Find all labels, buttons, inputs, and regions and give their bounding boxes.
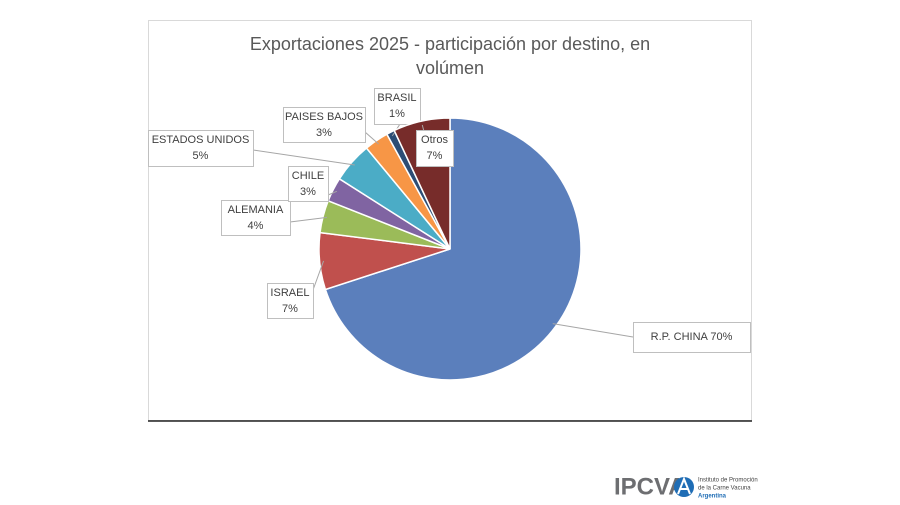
logo-text: de la Carne Vacuna — [698, 486, 751, 492]
leader-line — [552, 323, 634, 338]
data-label-box — [221, 200, 291, 236]
value-label: 1% — [389, 108, 405, 120]
data-label-box — [288, 166, 329, 202]
category-label: ALEMANIA — [228, 204, 284, 216]
leader-line — [289, 216, 328, 223]
value-label: 5% — [193, 150, 209, 162]
value-label: 70% — [710, 331, 732, 343]
category-label: CHILE — [292, 170, 324, 182]
category-label: ISRAEL — [270, 287, 309, 299]
data-label-box — [267, 283, 314, 319]
logo-name: IPCVA — [614, 473, 686, 500]
leader-line — [364, 131, 379, 145]
chart-title: Exportaciones 2025 - participación por d… — [249, 34, 651, 78]
leader-line — [252, 149, 355, 166]
data-label-box — [633, 322, 751, 353]
logo-emblem — [677, 476, 691, 495]
logo: IPCVA Instituto de Promoción de la Carne… — [614, 473, 758, 500]
category-label: ESTADOS UNIDOS — [152, 134, 250, 146]
data-label-box — [283, 107, 366, 143]
data-label: R.P. CHINA 70% — [651, 331, 733, 343]
data-label-box — [416, 130, 454, 167]
category-label: R.P. CHINA — [651, 331, 709, 343]
value-label: 7% — [427, 150, 443, 162]
category-label: Otros — [421, 134, 448, 146]
pie: R.P. CHINA 70% ISRAEL 7% ALEMANIA 4% CHILE 3% E… — [148, 88, 751, 381]
pie-slice — [324, 117, 582, 381]
value-label: 4% — [248, 220, 264, 232]
value-label: 3% — [316, 127, 332, 139]
data-label-box — [148, 130, 254, 167]
logo-text: Instituto de Promoción — [698, 478, 758, 484]
category-label: BRASIL — [377, 92, 416, 104]
leader-line — [327, 190, 338, 196]
category-label: PAISES BAJOS — [285, 111, 363, 123]
leader-line — [312, 260, 325, 291]
logo-text: Argentina — [698, 494, 727, 500]
value-label: 3% — [300, 186, 316, 198]
data-label-box — [374, 88, 421, 125]
value-label: 7% — [282, 303, 298, 315]
